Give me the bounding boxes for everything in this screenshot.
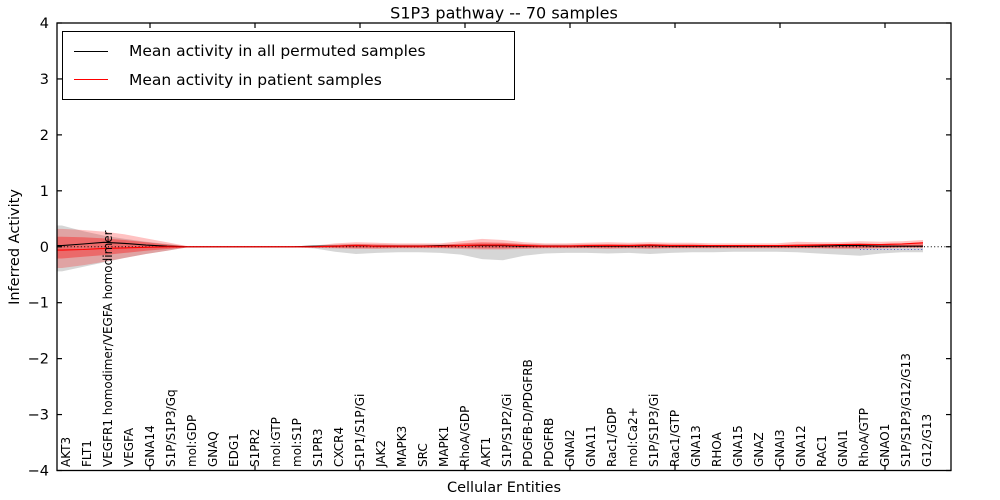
x-tick-label: GNAI1 — [836, 429, 850, 467]
x-tick-label: Rac1/GTP — [668, 410, 682, 467]
x-tick-label: G12/G13 — [920, 414, 934, 467]
x-tick-label: S1P1/S1P/Gi — [353, 394, 367, 467]
y-tick-label: −2 — [28, 352, 49, 368]
red-line-swatch-icon — [74, 79, 108, 81]
x-tick-label: mol:S1P — [290, 418, 304, 467]
legend-label-patient: Mean activity in patient samples — [129, 70, 382, 89]
x-tick-label: VEGFA — [122, 427, 136, 467]
x-tick-label: GNAI2 — [563, 429, 577, 467]
x-tick-label: PDGFB-D/PDGFRB — [521, 359, 535, 467]
x-tick-label: S1PR3 — [311, 429, 325, 467]
x-tick-label: S1P/S1P2/Gi — [500, 394, 514, 467]
black-line-swatch-icon — [74, 50, 108, 52]
x-tick-label: RhoA/GTP — [857, 408, 871, 467]
x-tick-label: GNAZ — [752, 432, 766, 467]
legend-item-permuted: Mean activity in all permuted samples — [74, 42, 514, 60]
x-tick-label: MAPK1 — [437, 426, 451, 467]
x-tick-label: SRC — [416, 443, 430, 467]
x-tick-label: RhoA/GDP — [458, 406, 472, 467]
y-tick-label: 1 — [40, 184, 49, 200]
y-tick-label: 4 — [40, 16, 49, 32]
y-tick-label: −4 — [28, 464, 49, 480]
x-tick-label: GNAO1 — [878, 424, 892, 467]
x-tick-label: GNA13 — [689, 425, 703, 467]
x-axis-label: Cellular Entities — [446, 480, 562, 496]
x-tick-label: GNA15 — [731, 425, 745, 467]
legend-label-permuted: Mean activity in all permuted samples — [129, 42, 426, 61]
x-tick-label: FLT1 — [80, 440, 94, 467]
y-tick-label: 0 — [40, 240, 49, 256]
y-tick-label: 2 — [40, 128, 49, 144]
chart-title: S1P3 pathway -- 70 samples — [390, 3, 618, 23]
y-tick-label: 3 — [40, 72, 49, 88]
x-tick-label: VEGFR1 homodimer/VEGFA homodimer — [101, 230, 115, 467]
x-tick-label: GNA11 — [584, 425, 598, 467]
x-tick-label: GNA14 — [143, 425, 157, 467]
x-tick-label: GNA12 — [794, 425, 808, 467]
patient-mean-line — [57, 242, 924, 251]
x-tick-label: Rac1/GDP — [605, 408, 619, 467]
x-tick-label: AKT3 — [59, 437, 73, 467]
patient-std-band-inner — [57, 236, 923, 259]
y-axis-label: Inferred Activity — [7, 189, 23, 305]
x-tick-label: RHOA — [710, 431, 724, 467]
legend: Mean activity in all permuted samples Me… — [62, 31, 515, 100]
x-tick-label: CXCR4 — [332, 427, 346, 467]
x-tick-label: mol:Ca2+ — [626, 407, 640, 467]
x-tick-label: S1PR2 — [248, 429, 262, 467]
x-tick-label: S1P/S1P3/Gq — [164, 389, 178, 467]
x-tick-label: S1P/S1P3/Gi — [647, 394, 661, 467]
x-tick-label: JAK2 — [374, 440, 388, 468]
x-tick-label: EDG1 — [227, 433, 241, 467]
y-tick-label: −1 — [28, 296, 49, 312]
x-tick-label: AKT1 — [479, 437, 493, 467]
x-tick-label: mol:GTP — [269, 417, 283, 467]
permuted-std-band — [57, 225, 923, 272]
legend-item-patient: Mean activity in patient samples — [74, 71, 514, 89]
x-tick-label: MAPK3 — [395, 426, 409, 467]
patient-std-band-outer — [57, 228, 923, 268]
x-tick-label: mol:GDP — [185, 415, 199, 467]
x-tick-label: RAC1 — [815, 435, 829, 467]
x-tick-label: PDGFRB — [542, 418, 556, 467]
x-tick-label: GNAQ — [206, 431, 220, 467]
y-tick-label: −3 — [28, 408, 49, 424]
x-tick-label: S1P/S1P3/G12/G13 — [899, 353, 913, 467]
x-tick-label: GNAI3 — [773, 429, 787, 467]
